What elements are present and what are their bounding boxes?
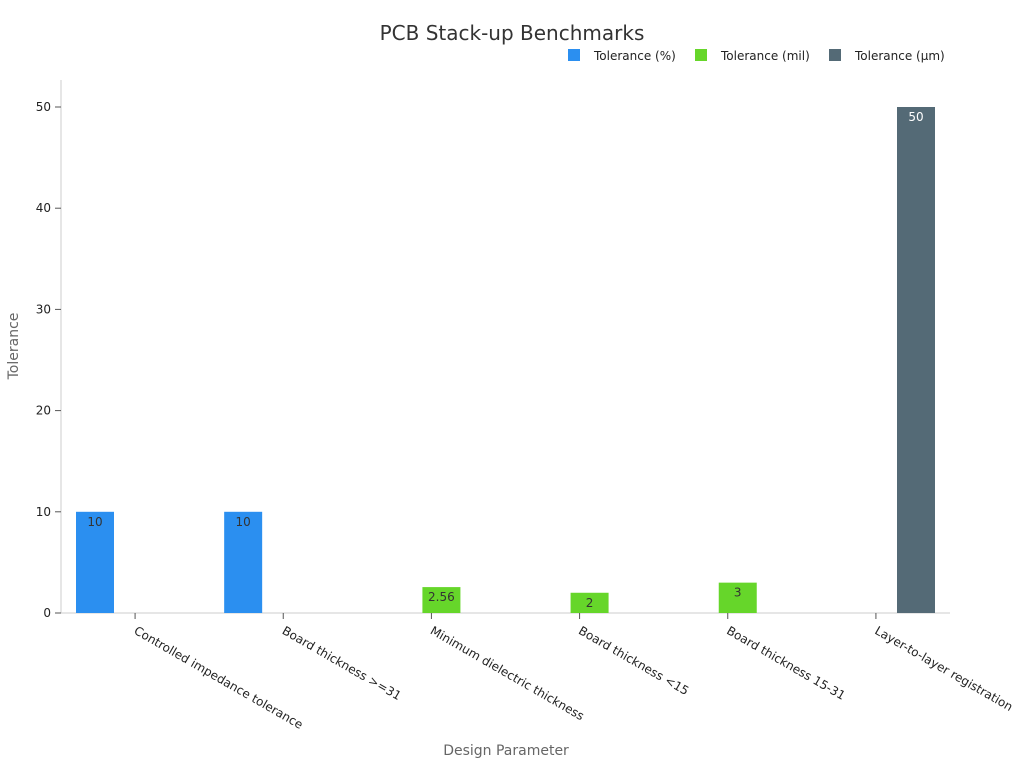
bar: [897, 107, 935, 613]
y-tick-label: 50: [36, 100, 51, 114]
data-labels: 10 10 2.56 2 3 50: [87, 110, 923, 610]
x-tick-label: Minimum dielectric thickness: [428, 623, 587, 723]
legend-swatch: [568, 49, 580, 61]
bar-value-label: 2: [586, 596, 594, 610]
x-tick-label: Board thickness <15: [576, 623, 691, 698]
y-axis-title: Tolerance: [6, 313, 22, 381]
bar: [422, 587, 461, 613]
x-tick-label: Board thickness >=31: [280, 623, 404, 703]
y-tick-label: 40: [36, 201, 51, 215]
y-tick-label: 20: [36, 404, 51, 418]
bar: [718, 582, 757, 613]
x-tick-label: Layer-to-layer registration: [872, 623, 1015, 714]
y-tick-label: 10: [36, 505, 51, 519]
legend-label: Tolerance (mil): [720, 49, 810, 63]
bar: [76, 511, 114, 613]
bar-value-label: 10: [236, 515, 251, 529]
x-tick-label: Board thickness 15-31: [724, 623, 847, 702]
bar-value-label: 2.56: [428, 590, 455, 604]
x-axis-title: Design Parameter: [443, 743, 569, 759]
bar-value-label: 3: [734, 586, 742, 600]
y-axis: 0 10 20 30 40 50: [36, 80, 62, 620]
bars: [76, 107, 935, 613]
x-tick-label: Controlled impedance tolerance: [132, 623, 306, 731]
bar-value-label: 50: [908, 110, 923, 124]
legend-label: Tolerance (µm): [854, 49, 945, 63]
legend-swatch: [695, 49, 707, 61]
chart-title: PCB Stack-up Benchmarks: [380, 21, 645, 45]
legend: Tolerance (%) Tolerance (mil) Tolerance (µ…: [568, 49, 945, 63]
legend-label: Tolerance (%): [593, 49, 676, 63]
y-tick-label: 0: [43, 606, 51, 620]
y-tick-label: 30: [36, 302, 51, 316]
bar-value-label: 10: [87, 515, 102, 529]
legend-swatch: [829, 49, 841, 61]
bar: [570, 592, 609, 613]
bar: [224, 511, 263, 613]
